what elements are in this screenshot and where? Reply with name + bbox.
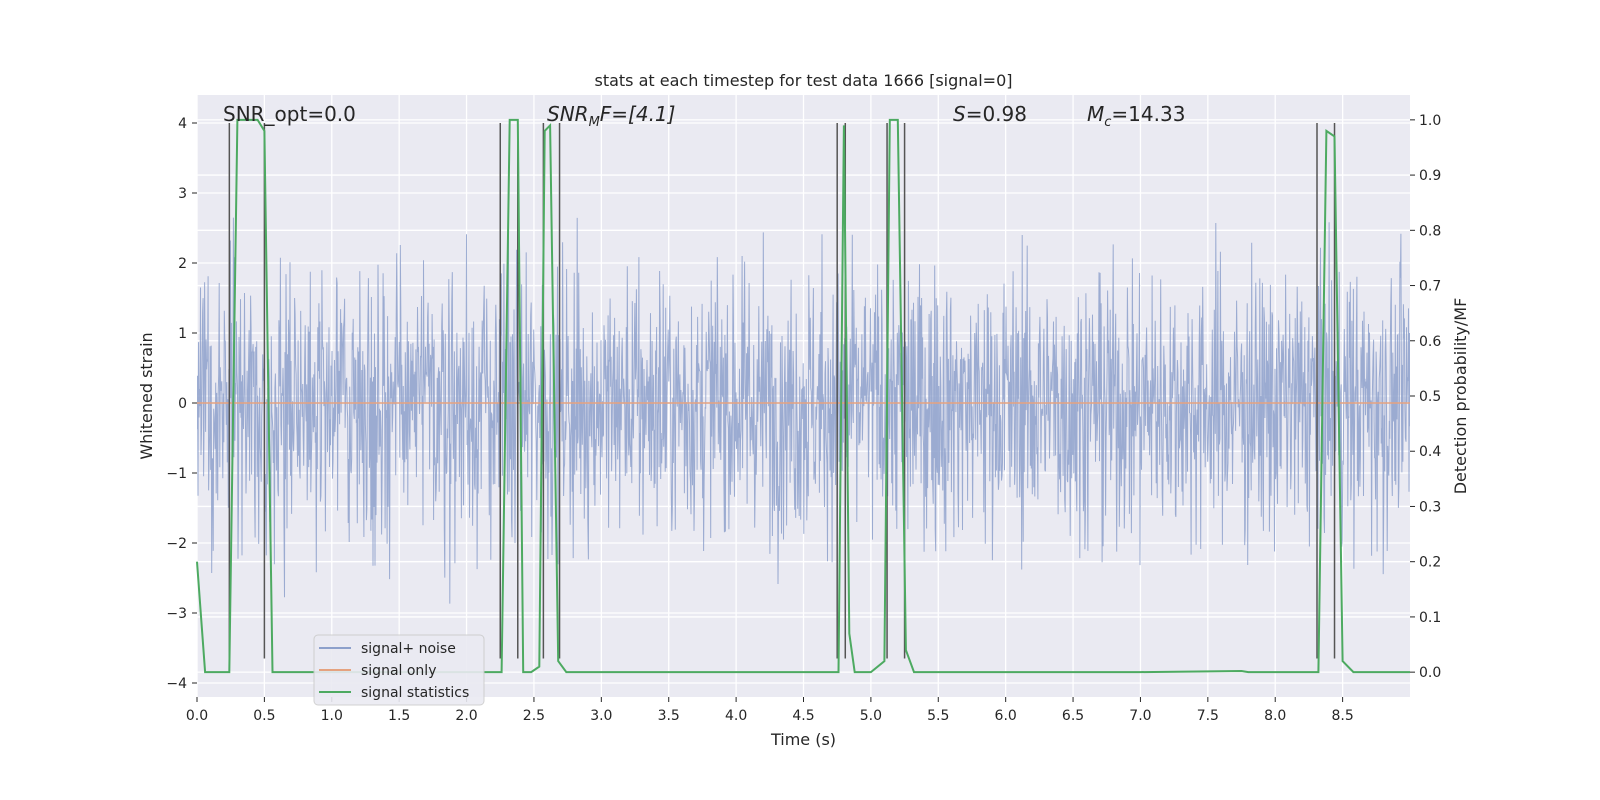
x-tick-label: 1.0 (321, 708, 343, 724)
annotation-snr-mf-sub: M (589, 115, 600, 130)
y2-tick-label: 0.4 (1419, 444, 1441, 460)
x-tick-label: 6.0 (995, 708, 1017, 724)
annotation-mc-sub: c (1104, 115, 1111, 130)
legend-label: signal statistics (361, 685, 469, 701)
annotation-mc-italic: M (1087, 102, 1104, 126)
x-tick-label: 4.0 (725, 708, 747, 724)
y2-tick-label: 0.5 (1419, 389, 1441, 405)
annotation-snr-mf-rest: F=[4.1] (600, 102, 676, 126)
legend: signal+ noise signal only signal statistic… (313, 634, 485, 706)
legend-label: signal only (361, 663, 436, 679)
y2-axis-label: Detection probability/MF (1451, 298, 1470, 495)
x-axis-label: Time (s) (770, 730, 836, 749)
annotation-snr-mf: SNRMF=[4.1] (547, 102, 675, 130)
chart-title: stats at each timestep for test data 166… (594, 71, 1012, 90)
vertical-markers (228, 123, 1336, 659)
y-tick-label: 4 (178, 116, 187, 132)
y2-tick-label: 0.9 (1419, 168, 1441, 184)
y2-tick-label: 0.0 (1419, 665, 1441, 681)
x-tick-label: 2.5 (523, 708, 545, 724)
x-tick-label: 5.5 (927, 708, 949, 724)
x-tick-label: 7.0 (1129, 708, 1151, 724)
x-tick-label: 7.5 (1197, 708, 1219, 724)
x-tick-label: 4.5 (792, 708, 814, 724)
x-tick-label: 0.0 (186, 708, 208, 724)
annotation-snr-mf-main: SNR (547, 102, 589, 126)
noise-line (197, 217, 1410, 604)
y2-tick-label: 1.0 (1419, 113, 1441, 129)
x-tick-label: 3.5 (658, 708, 680, 724)
y-tick-label: −4 (166, 676, 187, 692)
y-tick-label: 1 (178, 326, 187, 342)
annotation-s-value: =0.98 (966, 102, 1027, 126)
y-axis-label: Whitened strain (137, 332, 156, 459)
y2-tick-label: 0.2 (1419, 555, 1441, 571)
y-tick-label: −1 (166, 466, 187, 482)
x-tick-label: 8.0 (1264, 708, 1286, 724)
y2-tick-label: 0.1 (1419, 610, 1441, 626)
y-tick-label: 3 (178, 186, 187, 202)
legend-label: signal+ noise (361, 641, 456, 657)
x-tick-label: 2.0 (455, 708, 477, 724)
x-tick-label: 0.5 (253, 708, 275, 724)
x-tick-label: 1.5 (388, 708, 410, 724)
y2-tick-label: 0.6 (1419, 334, 1441, 350)
y2-tick-label: 0.8 (1419, 223, 1441, 239)
y-tick-label: 2 (178, 256, 187, 272)
annotation-s: S=0.98 (953, 102, 1027, 126)
y-tick-label: −2 (166, 536, 187, 552)
y2-tick-label: 0.7 (1419, 279, 1441, 295)
annotation-snr-opt: SNR_opt=0.0 (223, 102, 356, 126)
axes: 0.0 0.5 1.0 1.5 2.0 2.5 3.0 3.5 4.0 4.5 5.0 5.5 6.0 6… (166, 113, 1441, 724)
annotation-s-italic: S (953, 102, 966, 126)
series-signal-noise (197, 217, 1410, 604)
x-tick-label: 6.5 (1062, 708, 1084, 724)
y-tick-label: 0 (178, 396, 187, 412)
legend-box (313, 634, 485, 706)
annotation-mc-value: =14.33 (1111, 102, 1185, 126)
annotation-mc: Mc=14.33 (1087, 102, 1185, 130)
y2-tick-label: 0.3 (1419, 499, 1441, 515)
x-tick-label: 8.5 (1331, 708, 1353, 724)
y-tick-label: −3 (166, 606, 187, 622)
x-tick-label: 3.0 (590, 708, 612, 724)
x-tick-label: 5.0 (860, 708, 882, 724)
